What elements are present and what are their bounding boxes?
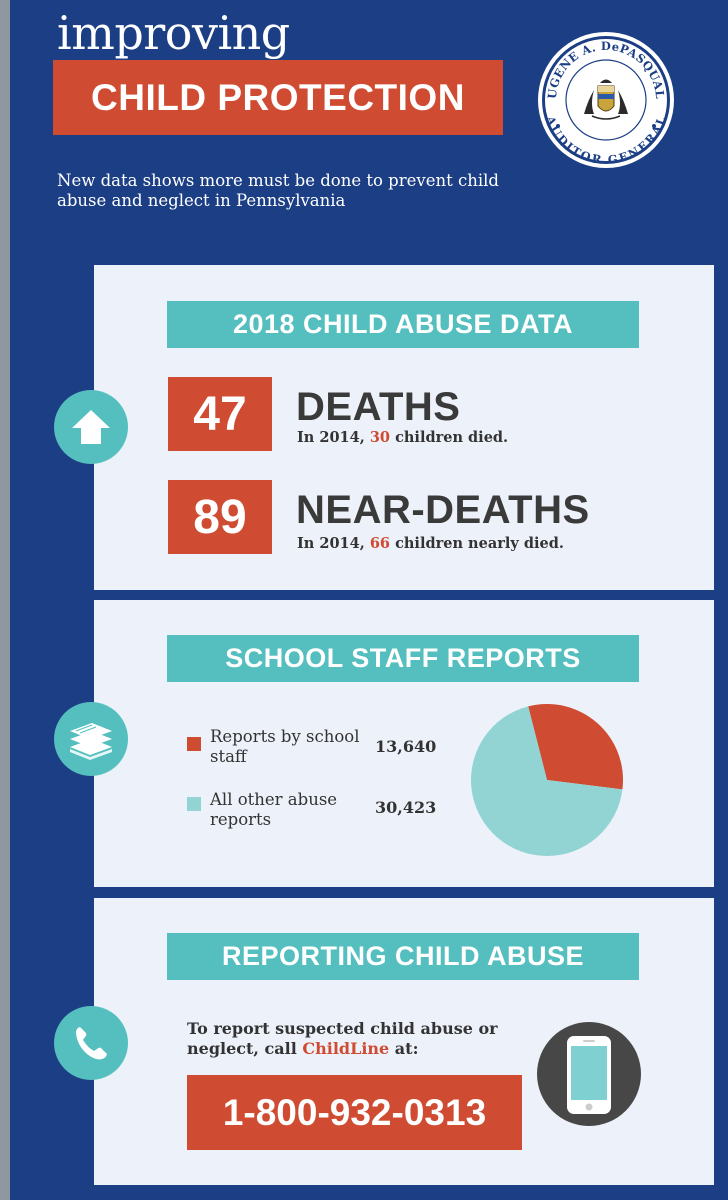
- up-arrow-icon: [54, 390, 128, 464]
- deaths-count: 47: [168, 377, 272, 451]
- school-staff-pie-chart: [471, 704, 623, 856]
- auditor-general-seal: EUGENE A. DePASQUALE AUDITOR GENERAL: [536, 30, 674, 168]
- legend-value-school-staff: 13,640: [375, 737, 437, 756]
- crest-icon: [584, 79, 628, 120]
- pie-slice-school-staff: [528, 704, 623, 790]
- childline-link[interactable]: ChildLine: [302, 1039, 390, 1058]
- banner-2018-child-abuse-data: 2018 CHILD ABUSE DATA: [167, 301, 639, 348]
- legend-label-other: All other abuse reports: [210, 790, 338, 829]
- deaths-label: DEATHS: [296, 385, 461, 429]
- report-instructions: To report suspected child abuse or negle…: [187, 1019, 498, 1058]
- title-improving: improving: [57, 6, 290, 60]
- legend-swatch-school-staff: [187, 737, 201, 751]
- intro-text: New data shows more must be done to prev…: [57, 171, 499, 210]
- near-deaths-comparison: In 2014, 66 children nearly died.: [297, 535, 564, 552]
- pie-slice-other-reports: [471, 706, 623, 856]
- childline-phone-number[interactable]: 1-800-932-0313: [187, 1075, 522, 1150]
- banner-reporting-child-abuse: REPORTING CHILD ABUSE: [167, 933, 639, 980]
- title-child-protection: CHILD PROTECTION: [53, 60, 503, 135]
- banner-school-staff-reports: SCHOOL STAFF REPORTS: [167, 635, 639, 682]
- phone-handset-icon: [54, 1006, 128, 1080]
- legend-value-other: 30,423: [375, 798, 437, 817]
- papers-stack-icon: [54, 702, 128, 776]
- smartphone-icon: [537, 1022, 641, 1126]
- near-deaths-label: NEAR-DEATHS: [296, 488, 590, 532]
- legend-label-school-staff: Reports by school staff: [210, 727, 360, 766]
- near-deaths-count: 89: [168, 480, 272, 554]
- deaths-comparison: In 2014, 30 children died.: [297, 429, 509, 446]
- legend-swatch-other: [187, 797, 201, 811]
